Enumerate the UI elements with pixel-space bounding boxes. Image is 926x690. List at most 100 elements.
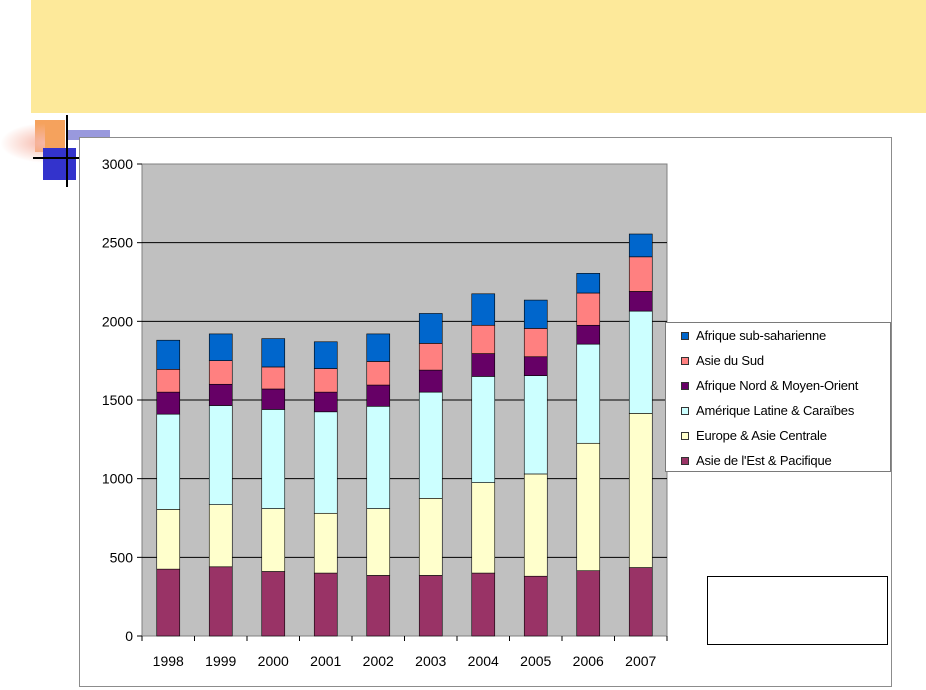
y-tick-label: 1000 bbox=[102, 471, 133, 487]
bar-segment-2003-6 bbox=[418, 313, 443, 344]
x-tick-label: 2004 bbox=[468, 653, 499, 669]
legend-label: Afrique sub-saharienne bbox=[696, 328, 827, 343]
y-tick-label: 2000 bbox=[102, 313, 133, 329]
bar-segment-2000-2 bbox=[261, 508, 286, 572]
bar-segment-2004-5 bbox=[471, 324, 496, 354]
legend-item: Afrique sub-saharienne bbox=[666, 328, 890, 353]
legend-swatch bbox=[681, 457, 689, 465]
bar-segment-2004-6 bbox=[471, 293, 496, 326]
x-tick-label: 2006 bbox=[573, 653, 604, 669]
corner-ornament bbox=[0, 115, 110, 190]
ornament-blue-bar bbox=[66, 130, 110, 140]
legend-item: Afrique Nord & Moyen-Orient bbox=[666, 378, 890, 403]
bar-segment-1999-1 bbox=[208, 566, 233, 637]
bar-segment-2005-5 bbox=[523, 328, 548, 358]
bar-segment-2003-4 bbox=[418, 369, 443, 393]
bar-segment-2000-3 bbox=[261, 409, 286, 509]
bar-segment-2007-3 bbox=[628, 310, 653, 414]
bar-segment-2003-2 bbox=[418, 498, 443, 576]
empty-text-box bbox=[707, 576, 888, 645]
legend-swatch bbox=[681, 432, 689, 440]
legend-label: Asie de l'Est & Pacifique bbox=[696, 453, 832, 468]
y-tick-label: 3000 bbox=[102, 156, 133, 172]
bar-segment-2003-5 bbox=[418, 343, 443, 371]
title-banner bbox=[31, 0, 926, 113]
legend-swatch bbox=[681, 332, 689, 340]
bar-segment-2000-4 bbox=[261, 388, 286, 410]
ornament-vertical-line bbox=[66, 115, 68, 187]
x-axis-ticks: 1998 1999 2000 2001 2002 2003 2004 2005 2006 2007 bbox=[141, 636, 668, 669]
bar-segment-2007-2 bbox=[628, 413, 653, 568]
legend-label: Amérique Latine & Caraïbes bbox=[696, 403, 855, 418]
x-tick-label: 2007 bbox=[625, 653, 656, 669]
bar-segment-2006-6 bbox=[576, 273, 601, 294]
legend-swatch bbox=[681, 382, 689, 390]
bar-segment-2001-5 bbox=[313, 368, 338, 393]
x-tick-label: 2001 bbox=[310, 653, 341, 669]
bar-segment-2002-3 bbox=[366, 405, 391, 509]
bar-segment-2000-5 bbox=[261, 366, 286, 390]
bar-segment-2005-6 bbox=[523, 299, 548, 329]
bar-segment-2005-1 bbox=[523, 575, 548, 637]
bar-segment-2004-2 bbox=[471, 482, 496, 574]
bar-segment-2005-4 bbox=[523, 356, 548, 376]
bar-segment-2007-5 bbox=[628, 256, 653, 292]
x-tick-label: 2005 bbox=[520, 653, 551, 669]
x-tick-label: 1998 bbox=[153, 653, 184, 669]
bar-segment-2007-1 bbox=[628, 567, 653, 637]
bar-segment-2006-4 bbox=[576, 324, 601, 345]
bar-segment-2002-4 bbox=[366, 384, 391, 407]
legend-label: Asie du Sud bbox=[696, 353, 764, 368]
bar-segment-2003-3 bbox=[418, 391, 443, 499]
legend-swatch bbox=[681, 357, 689, 365]
legend-item: Asie de l'Est & Pacifique bbox=[666, 453, 890, 478]
x-tick-label: 1999 bbox=[205, 653, 236, 669]
x-tick-label: 2002 bbox=[363, 653, 394, 669]
bar-segment-2002-5 bbox=[366, 361, 391, 386]
bar-segment-1998-5 bbox=[156, 369, 181, 393]
y-axis-ticks: 0 500 1000 1500 2000 2500 3000 bbox=[102, 156, 142, 644]
legend-label: Afrique Nord & Moyen-Orient bbox=[696, 378, 859, 393]
bar-segment-2001-2 bbox=[313, 512, 338, 574]
bar-segment-2002-2 bbox=[366, 508, 391, 576]
x-tick-label: 2000 bbox=[258, 653, 289, 669]
bar-segment-2003-1 bbox=[418, 575, 443, 637]
ornament-fade bbox=[0, 123, 45, 163]
legend-item: Asie du Sud bbox=[666, 353, 890, 378]
bar-segment-2007-6 bbox=[628, 233, 653, 258]
bar-segment-2001-1 bbox=[313, 572, 338, 637]
ornament-horizontal-line bbox=[33, 157, 81, 159]
bar-segment-1999-5 bbox=[208, 360, 233, 385]
legend-swatch bbox=[681, 407, 689, 415]
bar-segment-2004-3 bbox=[471, 376, 496, 483]
bar-segment-2001-4 bbox=[313, 391, 338, 413]
y-tick-label: 500 bbox=[110, 549, 134, 565]
bar-segment-2001-6 bbox=[313, 341, 338, 369]
chart-legend: Afrique sub-saharienne Asie du Sud Afrique… bbox=[665, 322, 891, 472]
bars bbox=[156, 233, 653, 637]
bar-segment-1999-6 bbox=[208, 333, 233, 361]
bar-segment-2002-1 bbox=[366, 575, 391, 637]
bar-segment-1998-2 bbox=[156, 509, 181, 570]
bar-segment-2000-1 bbox=[261, 571, 286, 637]
bar-segment-1998-3 bbox=[156, 413, 181, 510]
bar-segment-1999-3 bbox=[208, 405, 233, 505]
bar-segment-2000-6 bbox=[261, 338, 286, 368]
legend-item: Europe & Asie Centrale bbox=[666, 428, 890, 453]
bar-segment-2001-3 bbox=[313, 411, 338, 514]
legend-item: Amérique Latine & Caraïbes bbox=[666, 403, 890, 428]
ornament-blue-square bbox=[43, 148, 76, 180]
bar-segment-2005-2 bbox=[523, 473, 548, 577]
bar-segment-2006-1 bbox=[576, 570, 601, 637]
y-tick-label: 0 bbox=[125, 628, 133, 644]
bar-segment-2006-3 bbox=[576, 343, 601, 444]
bar-segment-1998-6 bbox=[156, 339, 181, 370]
bar-segment-1998-1 bbox=[156, 568, 181, 637]
bar-segment-2006-5 bbox=[576, 292, 601, 326]
bar-segment-1998-4 bbox=[156, 391, 181, 415]
legend-label: Europe & Asie Centrale bbox=[696, 428, 827, 443]
x-tick-label: 2003 bbox=[415, 653, 446, 669]
bar-segment-2007-4 bbox=[628, 291, 653, 312]
bar-segment-1999-4 bbox=[208, 383, 233, 406]
